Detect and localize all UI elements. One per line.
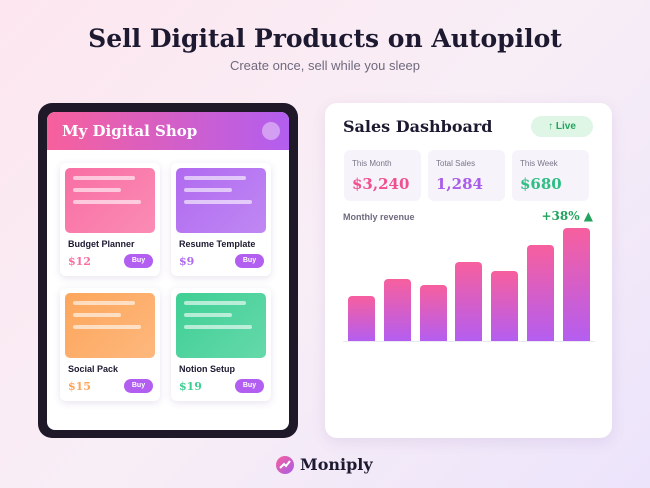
bar — [455, 262, 483, 341]
buy-button[interactable]: Buy — [124, 254, 153, 268]
brand-glyph — [279, 460, 291, 469]
change: +38% ▲ — [541, 209, 593, 223]
thumb-line — [73, 200, 141, 204]
thumbnail — [176, 168, 266, 233]
bar — [383, 279, 411, 341]
product-price: $15 — [68, 380, 91, 393]
subtitle: Create once, sell while you sleep — [229, 58, 421, 73]
live-badge[interactable]: ↑ Live — [531, 116, 593, 137]
buy-button[interactable]: Buy — [124, 379, 153, 393]
stat-label: This Month — [352, 159, 392, 168]
thumb-line — [184, 313, 232, 317]
shop-header: My Digital Shop — [47, 112, 289, 150]
thumb-line — [184, 325, 252, 329]
stat-value: $3,240 — [352, 175, 410, 193]
title: Sell Digital Products on Autopilot — [88, 24, 562, 53]
thumb-line — [184, 176, 246, 180]
tablet: My Digital Shop Budget Planner $12 Buy Resu… — [38, 103, 298, 438]
product-price: $9 — [179, 255, 195, 268]
stat-label: Total Sales — [436, 159, 476, 168]
product-price: $19 — [179, 380, 202, 393]
thumb-line — [73, 176, 135, 180]
bar — [419, 285, 447, 341]
stat-value: $680 — [520, 175, 562, 193]
product-name: Budget Planner — [68, 239, 135, 249]
product-price: $12 — [68, 255, 91, 268]
thumbnail — [176, 293, 266, 358]
product-card[interactable]: Resume Template $9 Buy — [171, 163, 271, 276]
thumb-line — [184, 188, 232, 192]
product-name: Social Pack — [68, 364, 119, 374]
product-card[interactable]: Notion Setup $19 Buy — [171, 288, 271, 401]
stat-value: 1,284 — [436, 175, 483, 193]
brand-icon — [276, 456, 294, 474]
dashboard: Sales Dashboard ↑ Live This Month $3,240 T… — [325, 103, 612, 438]
bar — [348, 296, 375, 341]
screen: My Digital Shop Budget Planner $12 Buy Resu… — [47, 112, 289, 430]
thumb-line — [73, 188, 121, 192]
shop-title: My Digital Shop — [62, 122, 198, 140]
product-name: Resume Template — [179, 239, 256, 249]
bar — [491, 271, 519, 341]
product-card[interactable]: Budget Planner $12 Buy — [60, 163, 160, 276]
bar — [562, 228, 590, 341]
thumb-line — [184, 200, 252, 204]
buy-button[interactable]: Buy — [235, 379, 264, 393]
thumb-line — [73, 313, 121, 317]
buy-button[interactable]: Buy — [235, 254, 264, 268]
avatar[interactable] — [262, 122, 280, 140]
bar — [527, 245, 554, 341]
thumb-line — [184, 301, 246, 305]
chart-label: Monthly revenue — [343, 212, 415, 222]
dashboard-title: Sales Dashboard — [343, 117, 493, 136]
thumb-line — [73, 301, 135, 305]
brand-name: Moniply — [300, 455, 373, 474]
thumb-line — [73, 325, 141, 329]
baseline — [343, 341, 595, 342]
product-card[interactable]: Social Pack $15 Buy — [60, 288, 160, 401]
thumbnail — [65, 293, 155, 358]
thumbnail — [65, 168, 155, 233]
product-name: Notion Setup — [179, 364, 235, 374]
stat-box: This Week $680 — [512, 150, 589, 201]
stat-box: This Month $3,240 — [344, 150, 421, 201]
stat-box: Total Sales 1,284 — [428, 150, 505, 201]
stat-label: This Week — [520, 159, 558, 168]
